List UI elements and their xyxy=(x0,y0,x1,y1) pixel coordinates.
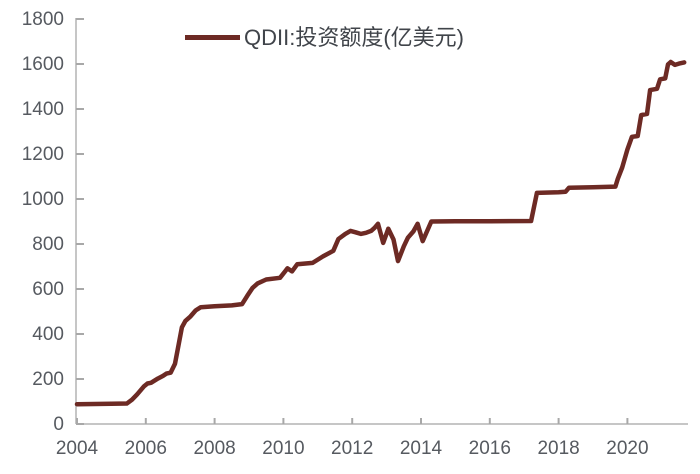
x-axis-tick-label: 2010 xyxy=(262,438,305,459)
x-axis-tick-label: 2018 xyxy=(537,438,580,459)
qdii-quota-series-line xyxy=(74,59,687,407)
x-axis-tick-label: 2016 xyxy=(468,438,511,459)
y-axis-tick-label: 1200 xyxy=(21,144,64,165)
y-axis-tick-label: 1400 xyxy=(21,99,64,120)
legend-line-swatch xyxy=(185,35,240,40)
x-axis-tick-label: 2012 xyxy=(331,438,374,459)
x-axis-tick-label: 2008 xyxy=(193,438,236,459)
legend: QDII:投资额度(亿美元) xyxy=(185,25,464,50)
x-axis-tick-label: 2004 xyxy=(55,438,99,459)
y-axis-tick-label: 800 xyxy=(32,234,64,255)
y-axis-tick-label: 1000 xyxy=(21,189,64,210)
y-axis-tick-label: 0 xyxy=(53,414,64,435)
y-axis-tick-label: 200 xyxy=(32,369,64,390)
y-axis-tick-label: 600 xyxy=(32,279,64,300)
legend-label: QDII:投资额度(亿美元) xyxy=(244,25,464,50)
x-axis-tick-label: 2006 xyxy=(124,438,167,459)
y-axis-tick-label: 1800 xyxy=(21,9,64,30)
x-axis-tick-label: 2014 xyxy=(399,438,443,459)
y-axis-tick-label: 400 xyxy=(32,324,64,345)
y-axis-tick-label: 1600 xyxy=(21,54,64,75)
x-axis-tick-label: 2020 xyxy=(606,438,649,459)
